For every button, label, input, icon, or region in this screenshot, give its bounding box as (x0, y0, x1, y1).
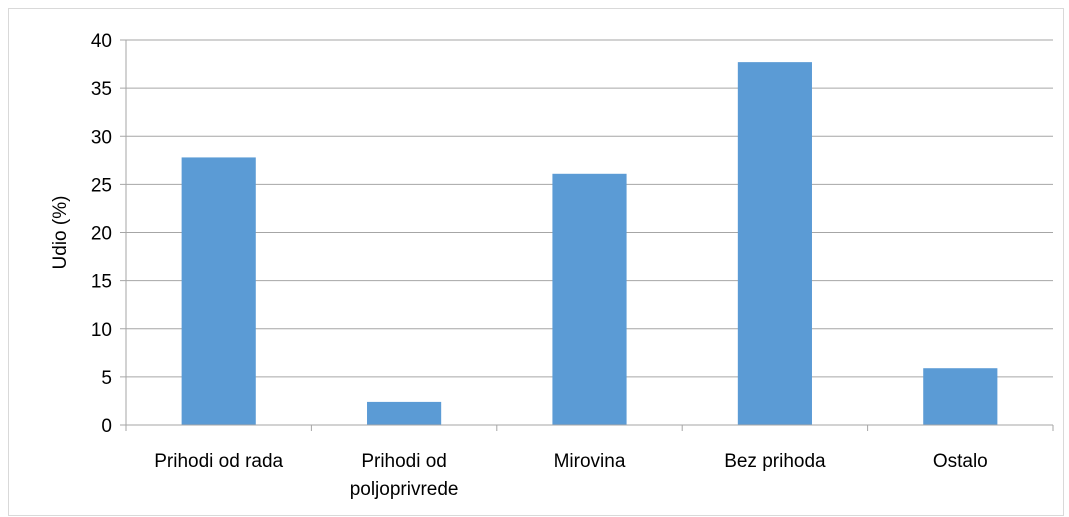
y-tick-label: 5 (101, 368, 112, 389)
y-tick-label: 20 (91, 224, 112, 245)
y-tick-label: 35 (91, 79, 112, 100)
axes (120, 39, 1054, 431)
y-axis-title: Udio (%) (50, 196, 71, 270)
x-tick-label: Prihodi od rada (154, 451, 283, 472)
bar (552, 173, 627, 425)
x-tick-label: Prihodi od poljoprivrede (350, 451, 459, 500)
bars (181, 62, 998, 426)
y-tick-label: 0 (101, 416, 112, 437)
y-tick-label: 30 (91, 127, 112, 148)
y-tick-label: 40 (91, 31, 112, 52)
bar (923, 368, 998, 425)
y-tick-label: 15 (91, 272, 112, 293)
y-tick-label: 25 (91, 175, 112, 196)
x-tick-label: Bez prihoda (724, 451, 826, 472)
y-tick-labels: 0 5 10 15 20 25 30 35 40 (91, 31, 112, 437)
bar (737, 62, 812, 425)
x-tick-label: Mirovina (554, 451, 626, 472)
x-tick-labels: Prihodi od rada Prihodi od poljoprivrede Mi… (154, 451, 987, 500)
bar (181, 157, 256, 426)
y-tick-label: 10 (91, 320, 112, 341)
x-tick-label: Ostalo (933, 451, 988, 472)
bar (367, 401, 442, 425)
